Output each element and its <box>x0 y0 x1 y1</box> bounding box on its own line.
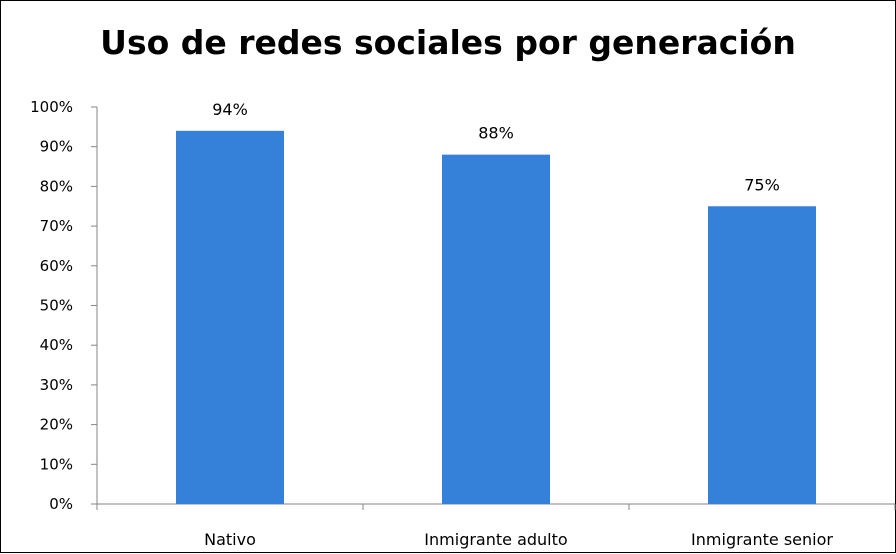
y-tick-label: 80% <box>40 177 73 195</box>
y-tick-label: 0% <box>49 495 73 513</box>
y-tick-label: 10% <box>40 455 73 473</box>
bar <box>442 154 550 504</box>
chart-title: Uso de redes sociales por generación <box>100 23 796 62</box>
bar <box>708 206 816 504</box>
y-tick-label: 90% <box>40 138 73 156</box>
y-tick-label: 100% <box>30 98 73 116</box>
y-tick-label: 40% <box>40 336 73 354</box>
x-category-label: Inmigrante senior <box>691 530 833 549</box>
data-label: 88% <box>478 124 514 143</box>
y-tick-label: 30% <box>40 376 73 394</box>
y-tick-label: 70% <box>40 217 73 235</box>
data-label: 94% <box>212 100 248 119</box>
data-label: 75% <box>744 175 780 194</box>
x-category-label: Nativo <box>204 530 256 549</box>
x-category-label: Inmigrante adulto <box>424 530 567 549</box>
y-tick-label: 60% <box>40 257 73 275</box>
chart-labels: 94% Nativo 88% Inmigrante adulto 75% Inmigran… <box>204 100 833 549</box>
chart-bars <box>176 130 816 504</box>
y-tick-label: 50% <box>40 297 73 315</box>
y-tick-label: 20% <box>40 416 73 434</box>
bar <box>176 130 284 504</box>
